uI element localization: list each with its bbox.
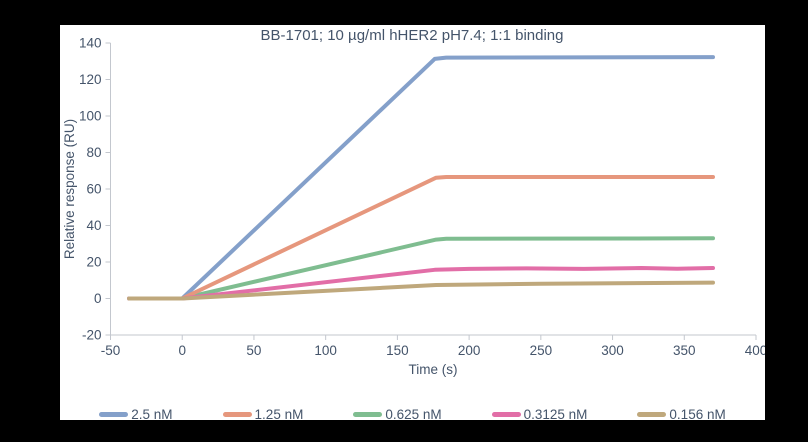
x-axis-label: Time (s) bbox=[409, 362, 458, 377]
series-layer bbox=[127, 55, 715, 301]
x-tick-label: 50 bbox=[246, 343, 261, 358]
y-tick-label: 80 bbox=[86, 145, 101, 160]
chart-panel: BB-1701; 10 µg/ml hHER2 pH7.4; 1:1 bindi… bbox=[60, 25, 765, 420]
y-tick-label: 40 bbox=[86, 218, 101, 233]
legend-marker bbox=[99, 411, 129, 417]
x-tick-label: 300 bbox=[601, 343, 624, 358]
legend-item-0.625-nM: 0.625 nM bbox=[353, 406, 442, 421]
x-tick-label: 350 bbox=[673, 343, 696, 358]
legend-label: 0.3125 nM bbox=[523, 406, 588, 421]
x-tick-label: 150 bbox=[386, 343, 409, 358]
legend-label: 0.625 nM bbox=[385, 406, 442, 421]
y-axis-label: Relative response (RU) bbox=[62, 119, 77, 259]
series-line-0.156-nM bbox=[127, 280, 715, 301]
binding-curves-chart: BB-1701; 10 µg/ml hHER2 pH7.4; 1:1 bindi… bbox=[62, 27, 765, 377]
x-tick-label: 400 bbox=[745, 343, 765, 358]
legend-marker bbox=[222, 411, 252, 417]
x-tick-label: -50 bbox=[101, 343, 121, 358]
legend-marker bbox=[491, 411, 521, 417]
x-tick-label: 100 bbox=[314, 343, 337, 358]
legend-item-0.156-nM: 0.156 nM bbox=[637, 406, 726, 421]
legend-item-0.3125-nM: 0.3125 nM bbox=[491, 406, 588, 421]
chart-legend: 2.5 nM 1.25 nM 0.625 nM 0.3125 nM 0.156 nM bbox=[60, 403, 765, 420]
legend-marker bbox=[637, 411, 667, 417]
legend-item-1.25-nM: 1.25 nM bbox=[222, 406, 304, 421]
legend-marker bbox=[353, 411, 383, 417]
x-tick-label: 250 bbox=[530, 343, 553, 358]
chart-title: BB-1701; 10 µg/ml hHER2 pH7.4; 1:1 bindi… bbox=[261, 27, 564, 44]
y-tick-label: -20 bbox=[82, 328, 102, 343]
y-tick-label: 20 bbox=[86, 255, 101, 270]
x-tick-label: 0 bbox=[178, 343, 186, 358]
legend-label: 0.156 nM bbox=[669, 406, 726, 421]
y-tick-label: 100 bbox=[79, 109, 102, 124]
series-line-0.3125-nM bbox=[127, 266, 715, 301]
axes-layer: -20 0 20 40 60 80 100 120 140 -50 0 50 100 150 200 250 3… bbox=[79, 36, 765, 359]
y-tick-label: 60 bbox=[86, 182, 101, 197]
x-tick-label: 200 bbox=[458, 343, 481, 358]
y-tick-label: 120 bbox=[79, 72, 102, 87]
y-tick-label: 140 bbox=[79, 36, 102, 51]
legend-item-2.5-nM: 2.5 nM bbox=[99, 406, 173, 421]
legend-label: 1.25 nM bbox=[254, 406, 304, 421]
legend-label: 2.5 nM bbox=[131, 406, 173, 421]
y-tick-label: 0 bbox=[94, 291, 102, 306]
